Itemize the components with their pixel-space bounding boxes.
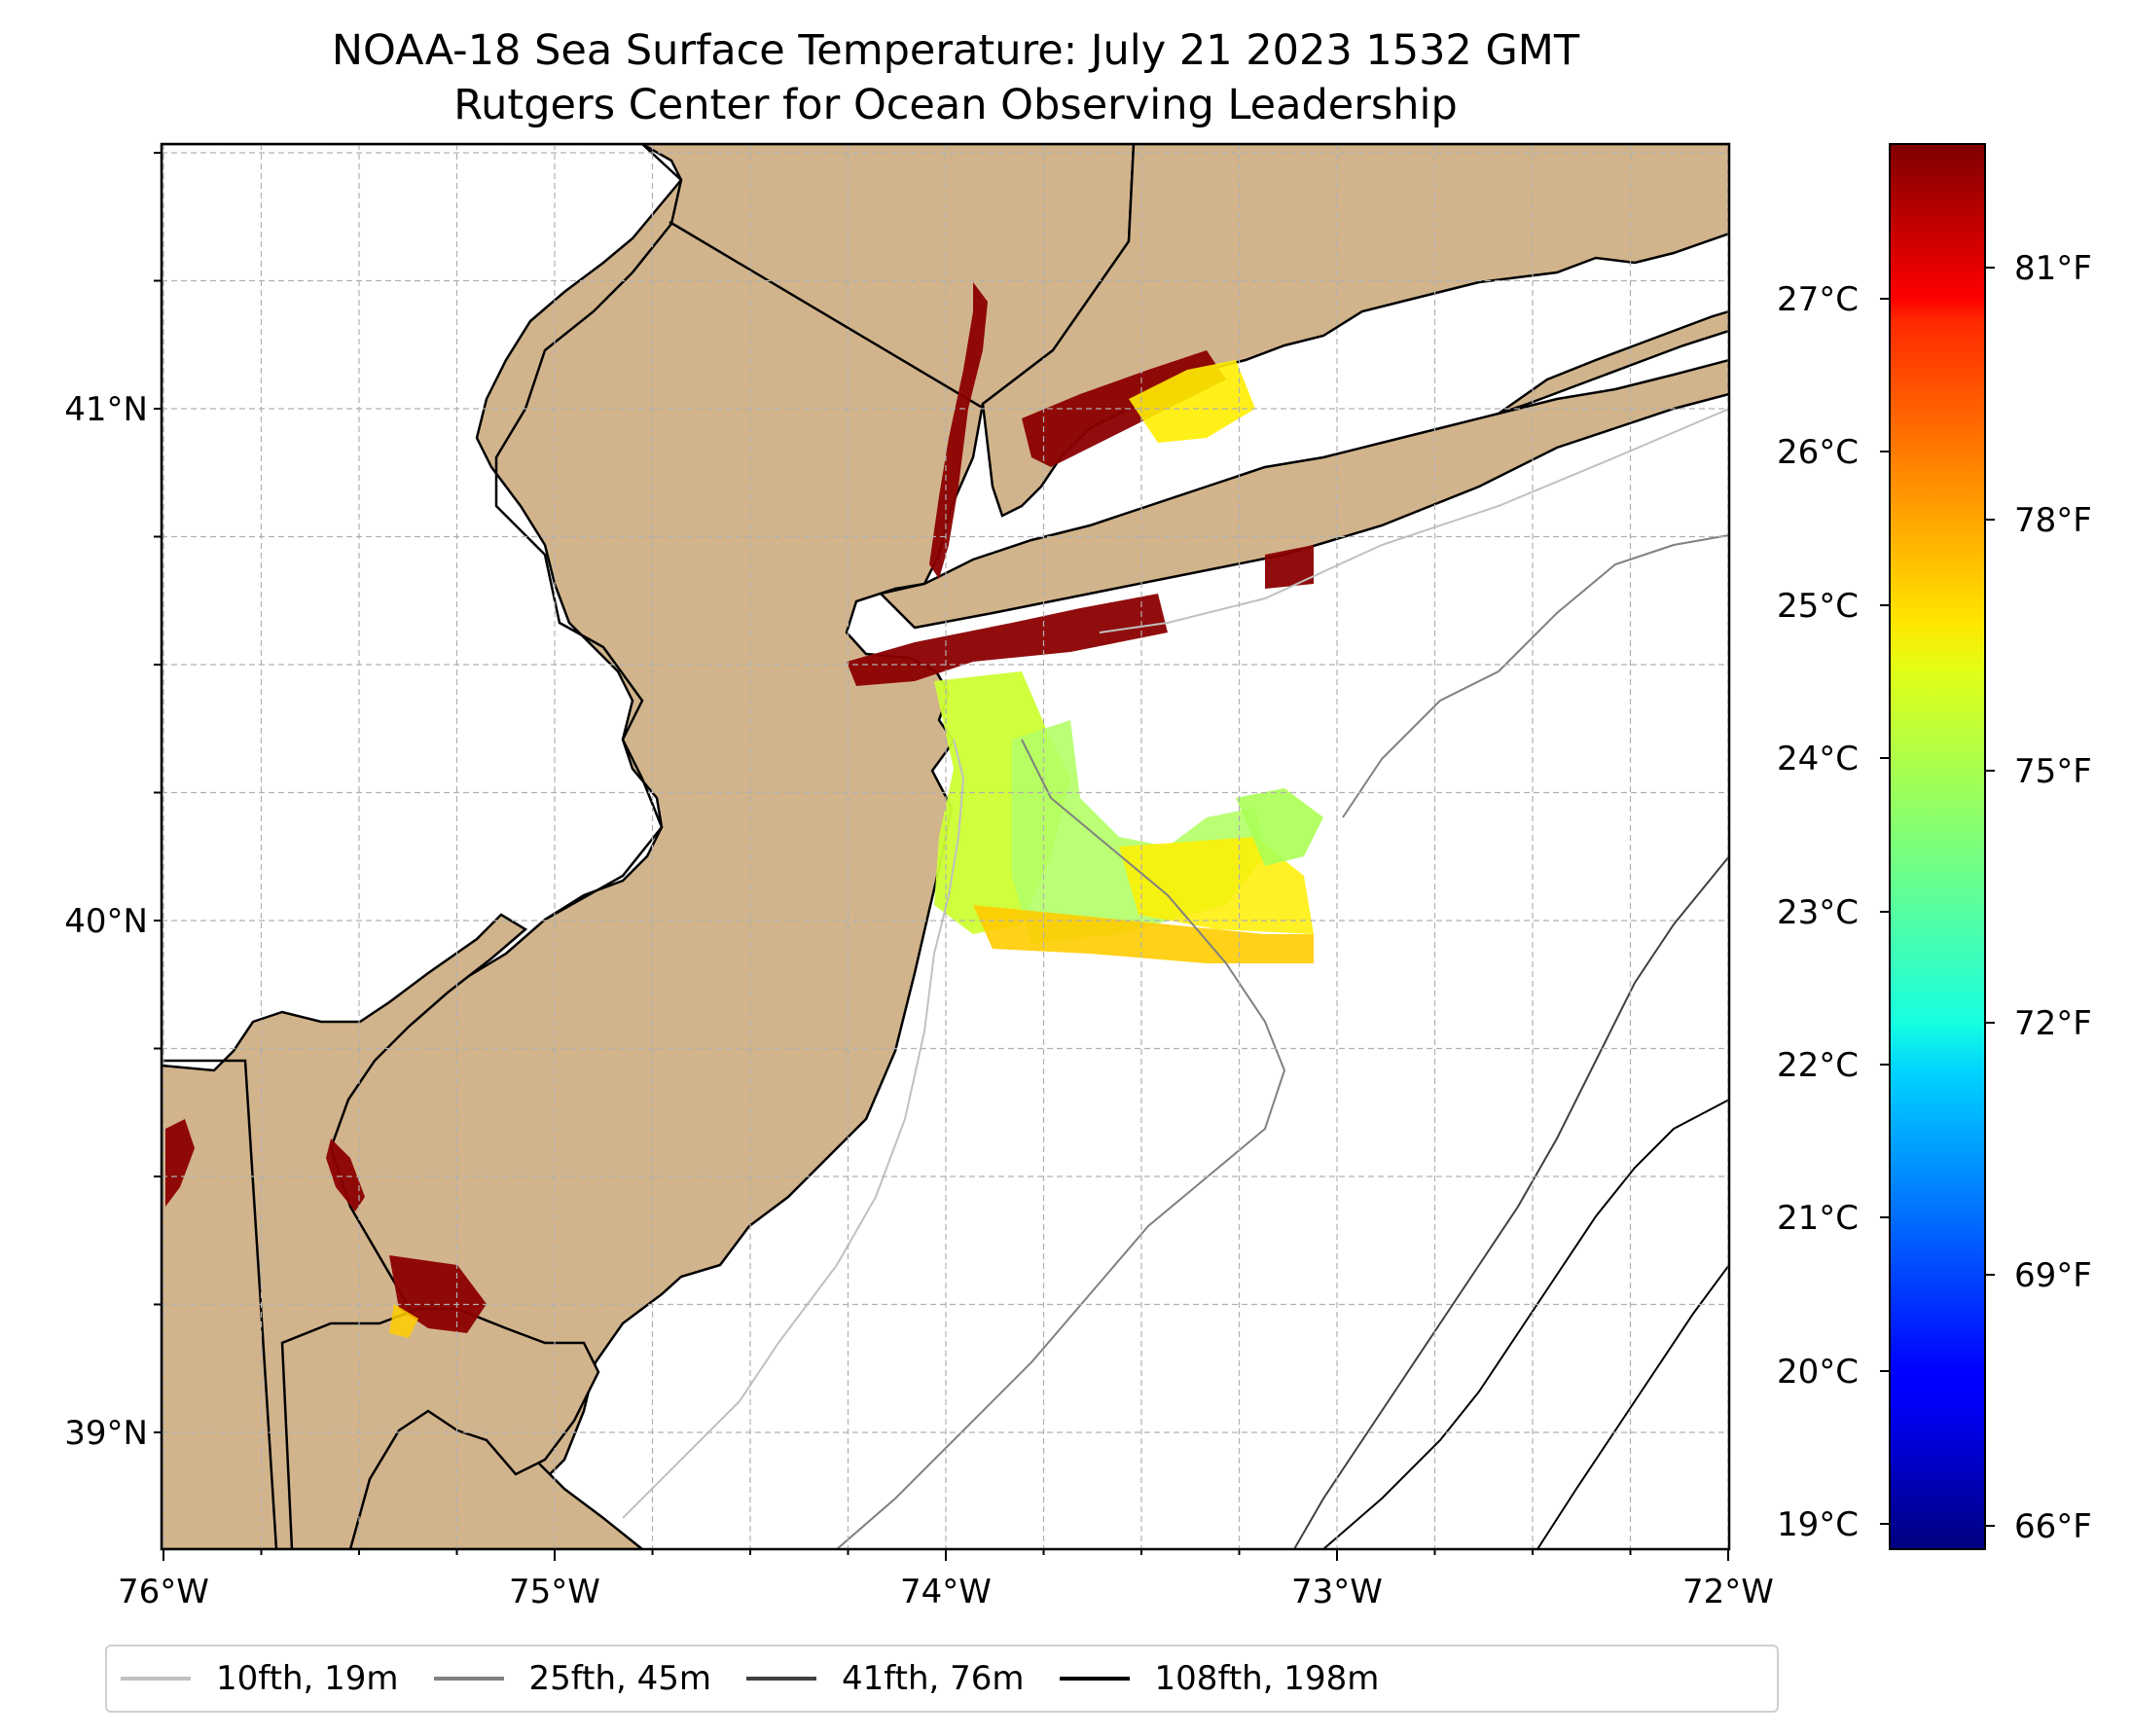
celsius-tick-label: 20°C <box>1777 1353 1859 1392</box>
fahrenheit-tick-label: 81°F <box>2014 249 2092 288</box>
legend-label: 41fth, 76m <box>842 1659 1025 1698</box>
legend-label: 10fth, 19m <box>216 1659 399 1698</box>
land-cape-may <box>280 1307 600 1549</box>
land-long-island <box>878 358 1729 630</box>
lon-tick-label: 76°W <box>118 1573 209 1611</box>
contour-25fth <box>1342 534 1729 818</box>
lat-tick-label: 40°N <box>64 902 148 941</box>
state-border <box>162 1059 278 1549</box>
legend-item: 25fth, 45m <box>433 1659 712 1698</box>
celsius-tick-label: 24°C <box>1777 740 1859 778</box>
fahrenheit-tick-label: 69°F <box>2014 1256 2092 1295</box>
map-frame <box>160 142 1731 1551</box>
legend-item: 108fth, 198m <box>1059 1659 1380 1698</box>
lat-tick-label: 41°N <box>64 390 148 429</box>
contour-41fth <box>1293 855 1729 1549</box>
fahrenheit-tick-label: 72°F <box>2014 1004 2092 1043</box>
land-north-fork <box>1498 309 1729 416</box>
fahrenheit-tick-label: 66°F <box>2014 1507 2092 1546</box>
celsius-tick-label: 21°C <box>1777 1199 1859 1238</box>
lon-tick-label: 74°W <box>900 1573 992 1611</box>
legend-swatch <box>1059 1677 1130 1681</box>
latitude-axis: 41°N 40°N 39°N <box>64 390 148 1453</box>
title-line-1: NOAA-18 Sea Surface Temperature: July 21… <box>331 26 1580 75</box>
celsius-tick-label: 26°C <box>1777 433 1859 472</box>
fahrenheit-tick-label: 75°F <box>2014 752 2092 791</box>
fahrenheit-tick-label: 78°F <box>2014 501 2092 540</box>
celsius-tick-label: 25°C <box>1777 587 1859 626</box>
celsius-tick-label: 22°C <box>1777 1046 1859 1085</box>
contour-10fth <box>1099 408 1729 633</box>
lon-tick-label: 73°W <box>1291 1573 1383 1611</box>
celsius-tick-label: 27°C <box>1777 280 1859 319</box>
lon-tick-label: 72°W <box>1682 1573 1774 1611</box>
legend-item: 41fth, 76m <box>746 1659 1025 1698</box>
legend-swatch <box>746 1677 817 1681</box>
title-line-2: Rutgers Center for Ocean Observing Leade… <box>453 81 1458 129</box>
colorbar-ticks <box>1880 267 1995 1527</box>
state-border <box>494 144 683 922</box>
lat-tick-label: 39°N <box>64 1414 148 1453</box>
lon-tick-label: 75°W <box>509 1573 600 1611</box>
sst-patches <box>165 282 1323 1338</box>
state-border <box>669 220 982 409</box>
gridlines <box>154 144 1729 1561</box>
colorbar-celsius-axis: 27°C 26°C 25°C 24°C 23°C 22°C 21°C 20°C … <box>1777 280 1859 1544</box>
celsius-tick-label: 19°C <box>1777 1505 1859 1544</box>
celsius-tick-label: 23°C <box>1777 893 1859 932</box>
legend: 10fth, 19m 25fth, 45m 41fth, 76m 108fth,… <box>105 1645 1779 1713</box>
legend-label: 108fth, 198m <box>1154 1659 1380 1698</box>
contour-10fth <box>622 739 965 1519</box>
contour-25fth <box>836 739 1286 1549</box>
land-connecticut <box>981 144 1729 518</box>
longitude-axis: 76°W 75°W 74°W 73°W 72°W <box>118 1573 1774 1611</box>
legend-swatch <box>433 1677 504 1681</box>
contour-108fth <box>1536 1264 1729 1549</box>
legend-swatch <box>121 1677 191 1681</box>
colorbar-fahrenheit-axis: 81°F 78°F 75°F 72°F 69°F 66°F <box>2014 249 2092 1546</box>
legend-item: 10fth, 19m <box>121 1659 399 1698</box>
colorbar <box>1889 143 1986 1550</box>
legend-label: 25fth, 45m <box>528 1659 712 1698</box>
